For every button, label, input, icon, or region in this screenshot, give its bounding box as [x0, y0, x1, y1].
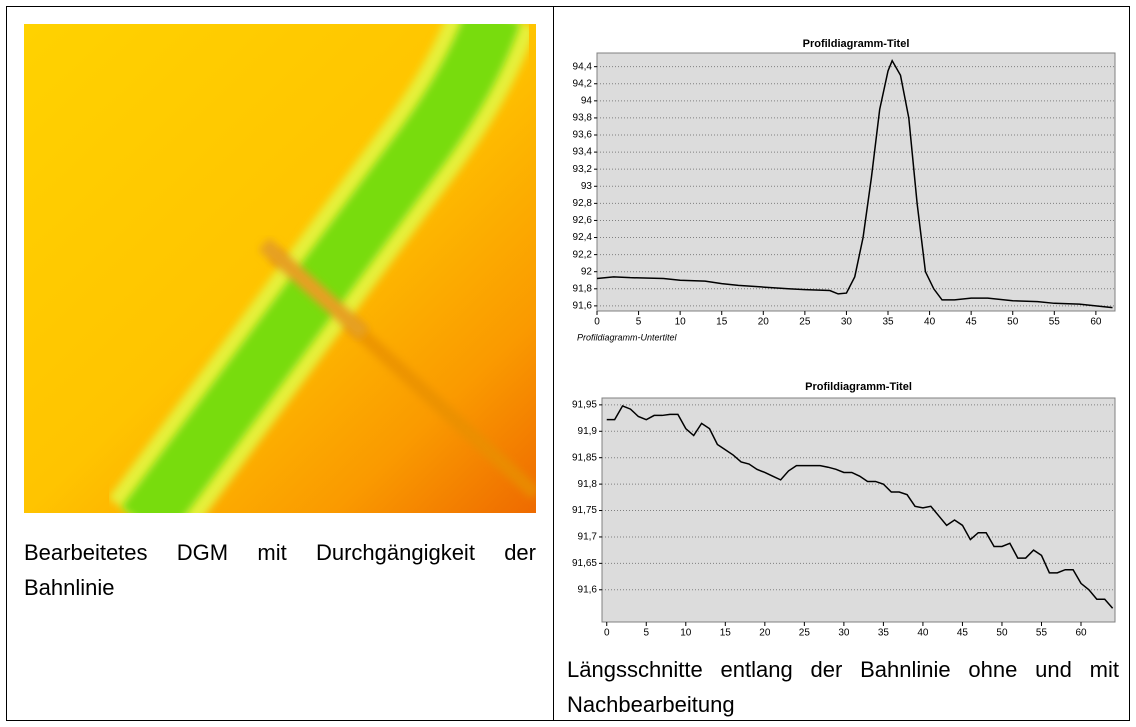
x-tick-label: 0 [594, 317, 600, 328]
x-tick-label: 10 [675, 317, 687, 328]
chart-title: Profildiagramm-Titel [805, 381, 912, 393]
plot-area [602, 398, 1115, 622]
chart-subtitle: Profildiagramm-Untertitel [577, 332, 678, 342]
y-tick-label: 91,8 [578, 479, 598, 490]
x-tick-label: 40 [924, 317, 936, 328]
y-tick-label: 91,8 [573, 283, 593, 294]
y-tick-label: 91,65 [572, 558, 597, 569]
y-tick-label: 93 [581, 181, 593, 192]
x-tick-label: 10 [680, 628, 692, 639]
x-tick-label: 25 [799, 317, 811, 328]
y-tick-label: 92,6 [573, 215, 593, 226]
x-tick-label: 15 [716, 317, 728, 328]
y-tick-label: 91,7 [578, 532, 598, 543]
x-tick-label: 50 [996, 628, 1008, 639]
y-tick-label: 92,8 [573, 198, 593, 209]
x-tick-label: 35 [878, 628, 890, 639]
x-tick-label: 45 [957, 628, 969, 639]
y-tick-label: 91,75 [572, 505, 597, 516]
x-tick-label: 55 [1049, 317, 1061, 328]
x-tick-label: 20 [759, 628, 771, 639]
y-tick-label: 92,4 [573, 232, 593, 243]
y-tick-label: 93,2 [573, 164, 593, 175]
x-tick-label: 55 [1036, 628, 1048, 639]
y-tick-label: 94 [581, 95, 593, 106]
x-tick-label: 5 [643, 628, 649, 639]
x-tick-label: 60 [1090, 317, 1102, 328]
x-tick-label: 35 [882, 317, 894, 328]
x-tick-label: 45 [966, 317, 978, 328]
y-tick-label: 91,6 [578, 584, 598, 595]
x-tick-label: 15 [720, 628, 732, 639]
y-tick-label: 93,6 [573, 130, 593, 141]
y-tick-label: 91,9 [578, 426, 598, 437]
y-tick-label: 92 [581, 266, 593, 277]
x-tick-label: 30 [841, 317, 853, 328]
x-tick-label: 60 [1075, 628, 1087, 639]
x-tick-label: 40 [917, 628, 929, 639]
x-tick-label: 30 [838, 628, 850, 639]
y-tick-label: 92,2 [573, 249, 593, 260]
x-tick-label: 5 [636, 317, 642, 328]
y-tick-label: 91,95 [572, 400, 597, 411]
y-tick-label: 93,8 [573, 113, 593, 124]
y-tick-label: 91,85 [572, 452, 597, 463]
x-tick-label: 25 [799, 628, 811, 639]
y-tick-label: 94,2 [573, 78, 593, 89]
page: {"left": {"caption": "Bearbeitetes DGM m… [0, 0, 1136, 727]
chart-title: Profildiagramm-Titel [803, 38, 910, 50]
y-tick-label: 93,4 [573, 147, 593, 158]
x-tick-label: 0 [604, 628, 610, 639]
y-tick-label: 91,6 [573, 301, 593, 312]
x-tick-label: 20 [758, 317, 770, 328]
x-tick-label: 50 [1007, 317, 1019, 328]
y-tick-label: 94,4 [573, 61, 593, 72]
charts: Profildiagramm-Titel Profildiagramm-Unter… [0, 0, 1136, 727]
